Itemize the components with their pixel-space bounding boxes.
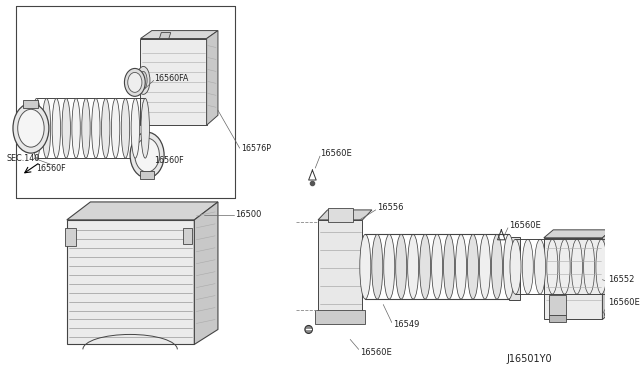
Polygon shape (141, 31, 218, 39)
Ellipse shape (420, 234, 431, 299)
Ellipse shape (72, 98, 80, 158)
Ellipse shape (111, 98, 120, 158)
Polygon shape (318, 220, 362, 314)
Ellipse shape (504, 234, 515, 299)
Ellipse shape (372, 234, 383, 299)
Polygon shape (544, 230, 612, 238)
Text: 16560F: 16560F (36, 164, 66, 173)
Bar (548, 295, 566, 314)
Ellipse shape (135, 138, 159, 172)
Ellipse shape (384, 234, 395, 299)
Text: 16500: 16500 (235, 211, 261, 219)
Text: 16556: 16556 (377, 203, 403, 212)
Ellipse shape (479, 234, 490, 299)
Ellipse shape (102, 98, 110, 158)
Ellipse shape (92, 98, 100, 158)
Ellipse shape (13, 103, 49, 153)
Text: 16552: 16552 (608, 275, 634, 284)
Polygon shape (207, 31, 218, 125)
Ellipse shape (547, 239, 558, 294)
Polygon shape (67, 202, 218, 220)
Ellipse shape (605, 311, 611, 318)
Polygon shape (328, 208, 353, 222)
Text: 16560E: 16560E (360, 348, 392, 357)
Text: 16560F: 16560F (154, 155, 183, 164)
Ellipse shape (33, 98, 41, 158)
Ellipse shape (121, 98, 130, 158)
Ellipse shape (608, 239, 620, 294)
Ellipse shape (62, 98, 70, 158)
Ellipse shape (128, 73, 142, 92)
Polygon shape (509, 237, 520, 299)
Ellipse shape (82, 98, 90, 158)
Polygon shape (67, 220, 195, 344)
Text: 16560FA: 16560FA (154, 74, 188, 83)
Text: 16560E: 16560E (608, 298, 640, 307)
Ellipse shape (360, 234, 371, 299)
Ellipse shape (131, 98, 140, 158)
Ellipse shape (456, 234, 467, 299)
Ellipse shape (522, 239, 533, 294)
Ellipse shape (305, 326, 312, 333)
Ellipse shape (534, 239, 545, 294)
Bar (65, 228, 76, 246)
Polygon shape (602, 230, 612, 320)
Ellipse shape (140, 71, 147, 89)
Ellipse shape (137, 67, 150, 94)
Bar (183, 228, 193, 244)
Ellipse shape (444, 234, 454, 299)
Ellipse shape (572, 239, 582, 294)
Bar (141, 171, 154, 179)
Bar (24, 100, 38, 108)
Ellipse shape (52, 98, 61, 158)
Ellipse shape (124, 68, 145, 96)
Text: 16549: 16549 (393, 320, 419, 329)
Ellipse shape (42, 98, 51, 158)
Polygon shape (141, 39, 207, 125)
Ellipse shape (396, 234, 406, 299)
Text: J16501Y0: J16501Y0 (506, 355, 552, 364)
Ellipse shape (467, 234, 479, 299)
Ellipse shape (492, 234, 502, 299)
Ellipse shape (584, 239, 595, 294)
Ellipse shape (408, 234, 419, 299)
Ellipse shape (431, 234, 443, 299)
Polygon shape (195, 202, 218, 344)
Polygon shape (318, 210, 372, 220)
Ellipse shape (130, 132, 164, 178)
Polygon shape (544, 238, 602, 320)
Ellipse shape (510, 239, 521, 294)
Bar (548, 314, 566, 323)
Polygon shape (159, 33, 171, 39)
Polygon shape (316, 310, 365, 324)
Text: SEC.140: SEC.140 (6, 154, 40, 163)
Ellipse shape (559, 239, 570, 294)
Ellipse shape (596, 239, 607, 294)
Text: 16576P: 16576P (241, 144, 271, 153)
Text: 16560E: 16560E (509, 221, 541, 230)
Ellipse shape (141, 98, 149, 158)
Text: 16560E: 16560E (320, 149, 352, 158)
Ellipse shape (18, 109, 44, 147)
